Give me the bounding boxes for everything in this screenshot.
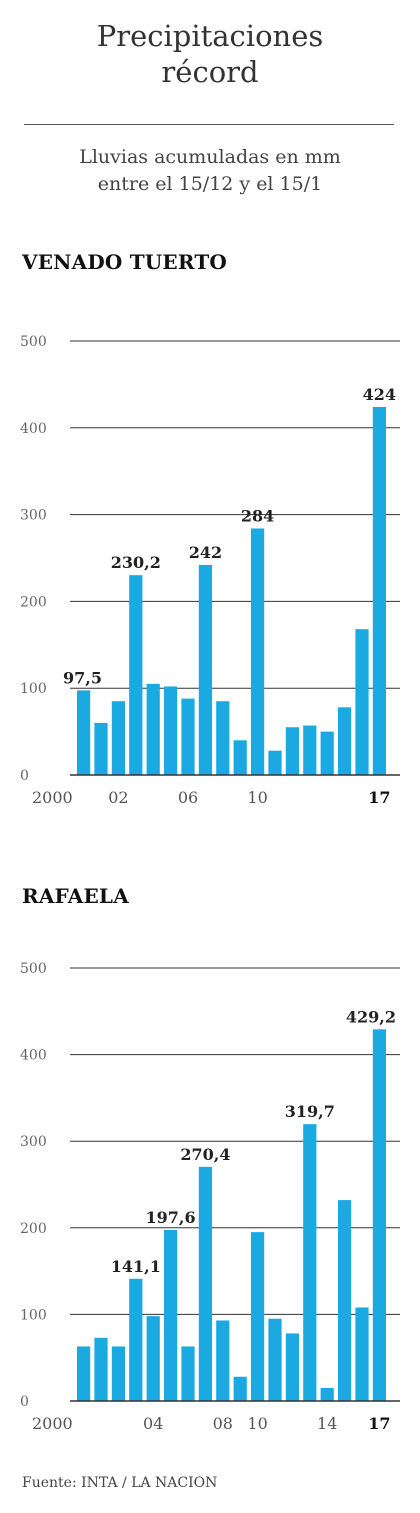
source-note: Fuente: INTA / LA NACION xyxy=(22,1475,218,1491)
y-tick-label: 100 xyxy=(20,681,47,697)
bar-2016 xyxy=(355,629,369,775)
bar-2009 xyxy=(233,740,247,775)
x-tick-label: 17 xyxy=(368,1414,390,1433)
bar-2011 xyxy=(268,1318,282,1401)
bar-2012 xyxy=(285,1333,299,1401)
y-tick-label: 400 xyxy=(20,421,47,437)
bar-2014 xyxy=(320,1388,334,1401)
bar-2009 xyxy=(233,1376,247,1401)
data-label: 270,4 xyxy=(180,1145,230,1164)
data-label: 197,6 xyxy=(146,1208,196,1227)
subtitle-line-2: entre el 15/12 y el 15/1 xyxy=(97,173,323,195)
y-tick-label: 0 xyxy=(20,1394,29,1410)
bar-2002 xyxy=(111,1346,125,1401)
data-label: 242 xyxy=(189,543,222,562)
bar-2007 xyxy=(198,1166,212,1401)
bar-2001 xyxy=(94,722,108,775)
title-line-1: Precipitaciones xyxy=(96,19,324,53)
bar-2002 xyxy=(111,701,125,775)
y-tick-label: 200 xyxy=(20,594,47,610)
page-subtitle: Lluvias acumuladas en mm entre el 15/12 … xyxy=(0,144,420,198)
bar-2005 xyxy=(164,686,178,775)
x-tick-label: 2000 xyxy=(32,788,73,807)
title-line-2: récord xyxy=(161,55,259,89)
x-tick-label: 17 xyxy=(368,788,390,807)
data-label: 424 xyxy=(363,385,396,404)
y-tick-label: 400 xyxy=(20,1048,47,1064)
y-tick-label: 500 xyxy=(20,961,47,977)
bar-2006 xyxy=(181,698,195,775)
data-label: 230,2 xyxy=(111,553,161,572)
chart-title-rafaela: RAFAELA xyxy=(22,884,129,908)
y-tick-label: 100 xyxy=(20,1307,47,1323)
x-tick-label: 02 xyxy=(108,788,128,807)
bar-2000 xyxy=(77,1346,91,1401)
data-label: 141,1 xyxy=(111,1257,161,1276)
bar-2004 xyxy=(146,683,160,775)
bar-2010 xyxy=(251,1232,265,1401)
x-tick-label: 14 xyxy=(317,1414,337,1433)
bar-2015 xyxy=(338,1200,352,1401)
bar-2003 xyxy=(129,1278,143,1401)
x-tick-label: 04 xyxy=(143,1414,163,1433)
bar-2017 xyxy=(372,1029,386,1401)
data-label: 284 xyxy=(241,506,274,525)
bar-2003 xyxy=(129,575,143,775)
bar-2008 xyxy=(216,1320,230,1401)
bar-2006 xyxy=(181,1346,195,1401)
bar-2004 xyxy=(146,1316,160,1401)
subtitle-line-1: Lluvias acumuladas en mm xyxy=(79,146,341,168)
y-tick-label: 500 xyxy=(20,334,47,350)
bar-2016 xyxy=(355,1307,369,1401)
chart-venado-tuerto: 0 100 200 300 400 500 97,5 230,2 242 284 424 2000 02… xyxy=(20,334,400,807)
x-tick-label: 06 xyxy=(178,788,198,807)
data-label: 429,2 xyxy=(346,1007,396,1026)
bar-2010 xyxy=(251,528,265,775)
bar-2005 xyxy=(164,1229,178,1401)
y-tick-label: 300 xyxy=(20,508,47,524)
title-divider xyxy=(24,124,394,125)
y-tick-label: 0 xyxy=(20,768,29,784)
chart-rafaela: 0 100 200 300 400 500 141,1 197,6 270,4 319,7 429,… xyxy=(20,961,400,1433)
bar-2011 xyxy=(268,750,282,775)
bar-2014 xyxy=(320,731,334,775)
x-tick-label: 10 xyxy=(247,1414,267,1433)
x-tick-label: 2000 xyxy=(32,1414,73,1433)
x-tick-label: 08 xyxy=(213,1414,233,1433)
chart-title-venado-tuerto: VENADO TUERTO xyxy=(22,250,228,274)
bar-2001 xyxy=(94,1337,108,1401)
bar-2007 xyxy=(198,564,212,775)
data-label: 97,5 xyxy=(63,668,102,687)
y-tick-label: 300 xyxy=(20,1134,47,1150)
x-tick-label: 10 xyxy=(247,788,267,807)
bar-2000 xyxy=(77,690,91,775)
bar-2008 xyxy=(216,701,230,775)
bar-2012 xyxy=(285,727,299,775)
y-tick-label: 200 xyxy=(20,1221,47,1237)
data-label: 319,7 xyxy=(285,1102,335,1121)
bar-2017 xyxy=(372,406,386,775)
page-title: Precipitaciones récord xyxy=(0,18,420,90)
bar-2013 xyxy=(303,725,317,775)
bar-2015 xyxy=(338,707,352,775)
bar-2013 xyxy=(303,1124,317,1401)
